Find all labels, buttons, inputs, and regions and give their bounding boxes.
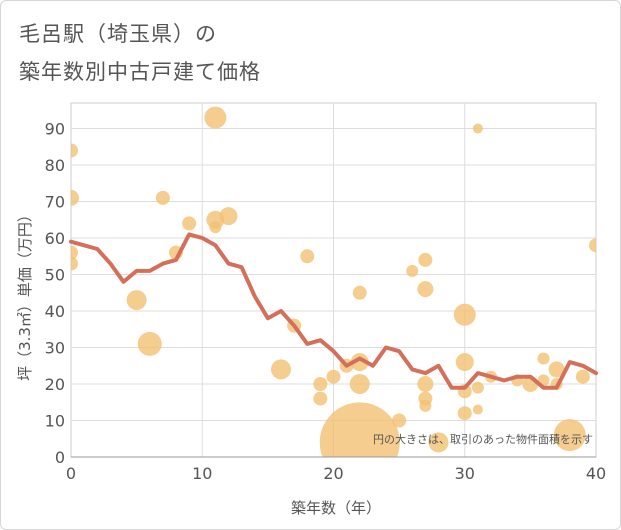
y-tick-label: 90 [45,120,65,139]
bubble-point [575,369,590,384]
bubble-point [472,404,483,415]
bubble-point [137,331,162,356]
bubble-layer [71,106,596,457]
y-tick-label: 30 [45,339,65,358]
y-tick-label: 20 [45,375,65,394]
bubble-point [155,190,170,205]
bubble-point [428,432,449,453]
bubble-point [457,406,472,421]
bubble-point [319,402,400,457]
bubble-point [204,106,227,129]
y-tick-label: 60 [45,229,65,248]
bubble-point [126,290,147,311]
bubble-point [300,249,315,264]
bubble-point [350,353,369,372]
y-tick-label: 50 [45,266,65,285]
bubble-point [548,361,565,378]
y-axis-label: 坪（3.3㎡）単価（万円） [16,207,34,381]
trend-line [69,232,598,390]
y-tick-label: 10 [45,412,65,431]
bubble-point [71,189,79,206]
bubble-point [472,123,483,134]
bubble-point [313,391,328,406]
bubble-point [553,419,586,452]
bubble-point [417,281,434,298]
trend-layer [69,232,598,390]
y-tick-label: 80 [45,156,65,175]
bubble-point [406,264,419,277]
x-axis-label: 築年数（年） [291,499,381,517]
bubble-point [471,381,484,394]
y-tick-label: 40 [45,302,65,321]
x-tick-label: 0 [66,464,76,483]
chart-title-line2: 築年数別中古戸建て価格 [19,60,261,84]
x-tick-label: 40 [586,464,606,483]
bubble-point [392,413,407,428]
bubble-point [589,238,596,253]
bubble-point [209,221,222,234]
bubble-point [182,216,197,231]
chart-title-line1: 毛呂駅（埼玉県）の [19,22,217,46]
x-tick-label: 30 [455,464,475,483]
grid-lines [70,102,597,458]
axes: 0 10 20 30 40 50 60 70 80 90 0 10 20 30 40 [45,120,607,483]
x-tick-label: 20 [323,464,343,483]
bubble-point [418,252,433,267]
bubble-point [349,374,370,395]
bubble-point [271,359,291,380]
bubble-point [71,143,78,158]
y-tick-label: 0 [55,448,65,467]
bubble-point [313,377,328,392]
bubble-point [71,256,78,271]
bubble-point [419,399,432,412]
bubble-point [455,353,474,372]
bubble-point [453,303,476,326]
bubble-point [417,376,434,393]
x-tick-label: 10 [192,464,212,483]
y-tick-label: 70 [45,193,65,212]
bubble-point [326,369,341,384]
bubble-point [537,352,550,365]
bubble-point [219,207,238,226]
bubble-point [71,245,78,260]
bubble-point [352,285,367,300]
size-annotation: 円の大きさは、取引のあった物件面積を示す [373,432,593,446]
